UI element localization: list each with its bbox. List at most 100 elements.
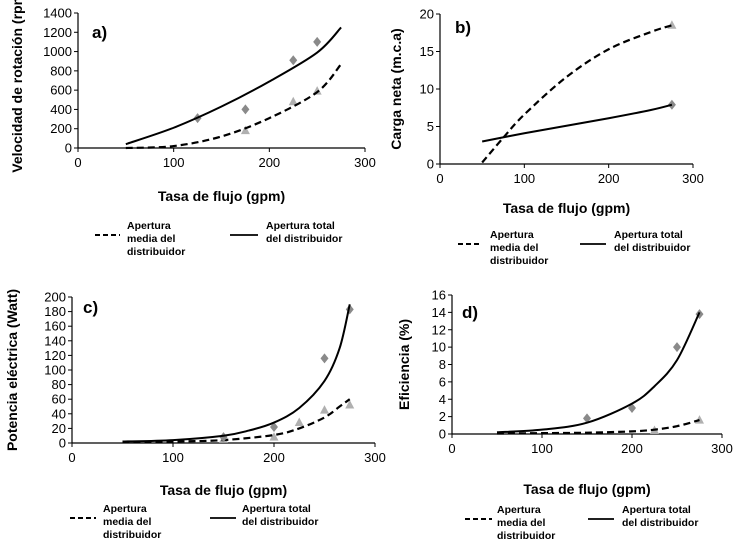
x-tick-label: 200 <box>598 171 620 186</box>
legend-entry-text: Apertura <box>497 504 541 516</box>
legend-entry-text: media del <box>497 517 546 529</box>
trend-line-solid <box>496 311 701 434</box>
x-tick-label: 100 <box>513 171 535 186</box>
legend-entry-text: Apertura <box>103 503 147 515</box>
data-point-diamond <box>673 342 681 353</box>
data-point-triangle <box>294 417 304 427</box>
y-tick-label: 600 <box>50 83 72 98</box>
y-tick-label: 6 <box>439 374 446 389</box>
y-axis-label: Carga neta (m.c.a) <box>388 28 404 149</box>
y-tick-label: 180 <box>44 304 66 319</box>
data-point-triangle <box>345 400 355 409</box>
y-tick-label: 200 <box>50 121 72 136</box>
x-axis-label: Tasa de flujo (gpm) <box>503 200 630 216</box>
data-point-triangle <box>667 20 677 29</box>
trend-line-dashed <box>496 419 700 435</box>
x-tick-label: 0 <box>68 450 75 465</box>
panel-label: c) <box>83 298 98 317</box>
series-apertura-total-del-distribuidor <box>496 309 704 434</box>
series-apertura-media-del-distribuidor <box>481 20 677 164</box>
y-tick-label: 10 <box>420 82 434 97</box>
y-tick-label: 2 <box>439 409 446 424</box>
chart-panel-b: 0 100 200 300 0 5 10 15 20 Tasa de flujo (gpm) Car… <box>388 7 704 268</box>
y-tick-label: 12 <box>432 322 446 337</box>
trend-line-dashed <box>481 24 673 164</box>
trend-line-dashed <box>125 63 342 150</box>
legend-entry-text: distribuidor <box>103 529 161 541</box>
y-tick-label: 20 <box>52 421 66 436</box>
x-tick-label: 200 <box>621 441 643 456</box>
x-tick-label: 200 <box>258 155 280 170</box>
legend-entry-text: distribuidor <box>127 246 185 258</box>
x-tick-label: 300 <box>364 450 386 465</box>
y-axis-label: Velocidad de rotación (rpm) <box>9 0 25 173</box>
y-tick-label: 0 <box>427 157 434 172</box>
y-tick-label: 140 <box>44 333 66 348</box>
series-apertura-media-del-distribuidor <box>122 398 355 444</box>
x-axis-label: Tasa de flujo (gpm) <box>160 482 287 498</box>
chart-panel-d: 0 100 200 300 0 2 4 6 8 10 12 14 16 Tasa de flujo (gp… <box>396 288 733 543</box>
series-apertura-total-del-distribuidor <box>125 26 342 146</box>
legend-entry-text: Apertura <box>490 229 534 241</box>
data-point-triangle <box>240 125 250 135</box>
data-point-triangle <box>695 415 704 424</box>
y-tick-label: 0 <box>439 427 446 442</box>
series-apertura-media-del-distribuidor <box>125 63 342 150</box>
y-tick-label: 0 <box>59 436 66 451</box>
y-tick-label: 20 <box>420 7 434 22</box>
data-point-triangle <box>269 432 279 441</box>
x-axis-label: Tasa de flujo (gpm) <box>158 188 285 204</box>
panel-label: d) <box>462 303 478 322</box>
x-tick-label: 100 <box>531 441 553 456</box>
legend-entry-text: media del <box>103 516 152 528</box>
x-tick-label: 300 <box>682 171 704 186</box>
y-tick-label: 1200 <box>43 25 72 40</box>
trend-line-dashed <box>122 398 351 444</box>
x-tick-label: 200 <box>263 450 285 465</box>
x-tick-label: 0 <box>74 155 81 170</box>
legend-entry-text: Apertura total <box>266 220 335 232</box>
data-point-diamond <box>313 36 322 47</box>
y-axis-label: Eficiencia (%) <box>396 319 412 410</box>
legend-entry-text: Apertura total <box>242 503 311 515</box>
y-tick-label: 8 <box>439 357 446 372</box>
y-tick-label: 160 <box>44 319 66 334</box>
y-tick-label: 80 <box>52 377 66 392</box>
trend-line-solid <box>481 103 673 143</box>
data-point-diamond <box>241 104 250 115</box>
legend-entry-text: del distribuidor <box>242 516 318 528</box>
panel-label: b) <box>455 18 471 37</box>
data-point-diamond <box>583 413 591 424</box>
data-point-triangle <box>288 96 298 106</box>
series-apertura-total-del-distribuidor <box>122 304 354 443</box>
y-tick-label: 10 <box>432 340 446 355</box>
chart-panel-c: 0 100 200 300020406080100120140160180200Tas… <box>4 289 386 541</box>
y-tick-label: 0 <box>65 141 72 156</box>
y-tick-label: 16 <box>432 288 446 303</box>
legend-entry-text: media del <box>127 233 176 245</box>
y-tick-label: 400 <box>50 102 72 117</box>
y-tick-label: 100 <box>44 363 66 378</box>
y-axis-label: Potencia eléctrica (Watt) <box>4 289 20 451</box>
y-tick-label: 14 <box>432 305 446 320</box>
x-tick-label: 0 <box>436 171 443 186</box>
legend-entry-text: del distribuidor <box>266 233 342 245</box>
x-tick-label: 100 <box>162 450 184 465</box>
legend-entry-text: distribuidor <box>497 530 555 542</box>
legend-entry-text: del distribuidor <box>622 517 698 529</box>
x-tick-label: 300 <box>711 441 733 456</box>
series-apertura-media-del-distribuidor <box>496 415 704 435</box>
legend-entry-text: Apertura <box>127 220 171 232</box>
x-tick-label: 100 <box>163 155 185 170</box>
data-point-triangle <box>320 405 329 414</box>
y-tick-label: 120 <box>44 348 66 363</box>
y-tick-label: 5 <box>427 119 434 134</box>
y-tick-label: 800 <box>50 63 72 78</box>
data-point-diamond <box>289 55 298 66</box>
y-tick-label: 60 <box>52 392 66 407</box>
series-apertura-total-del-distribuidor <box>481 99 676 143</box>
y-tick-label: 15 <box>420 44 434 59</box>
